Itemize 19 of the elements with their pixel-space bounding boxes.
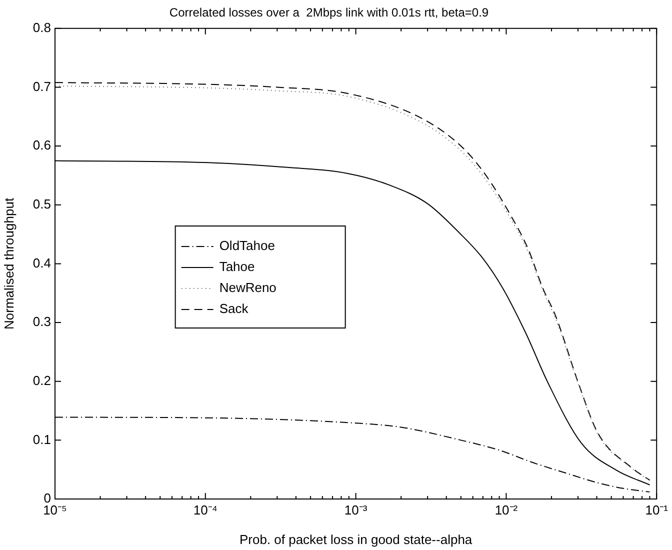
y-tick-label: 0.1	[32, 432, 51, 447]
y-tick-label: 0.4	[32, 255, 51, 270]
x-tick-label: 10⁻¹	[645, 502, 669, 518]
x-tick-label: 10⁻³	[344, 502, 368, 518]
y-tick-label: 0.2	[32, 372, 51, 388]
y-tick-label: 0.3	[32, 314, 51, 330]
y-axis-title: Normalised throughput	[1, 198, 16, 330]
chart-title: Correlated losses over a 2Mbps link with 0.01s rtt, beta=0.9	[169, 6, 489, 20]
legend-label: OldTahoe	[219, 238, 275, 254]
x-tick-label: 10⁻²	[494, 502, 518, 518]
legend-label: Tahoe	[219, 259, 255, 274]
legend-label: Sack	[219, 301, 249, 316]
x-axis-title: Prob. of packet loss in good state--alpha	[239, 532, 473, 547]
y-tick-label: 0.7	[32, 78, 51, 94]
x-tick-label: 10⁻⁴	[193, 502, 218, 518]
y-tick-label: 0.5	[32, 196, 51, 212]
y-tick-label: 0.6	[32, 138, 51, 153]
y-tick-label: 0.8	[32, 20, 51, 35]
legend-label: NewReno	[219, 280, 276, 296]
